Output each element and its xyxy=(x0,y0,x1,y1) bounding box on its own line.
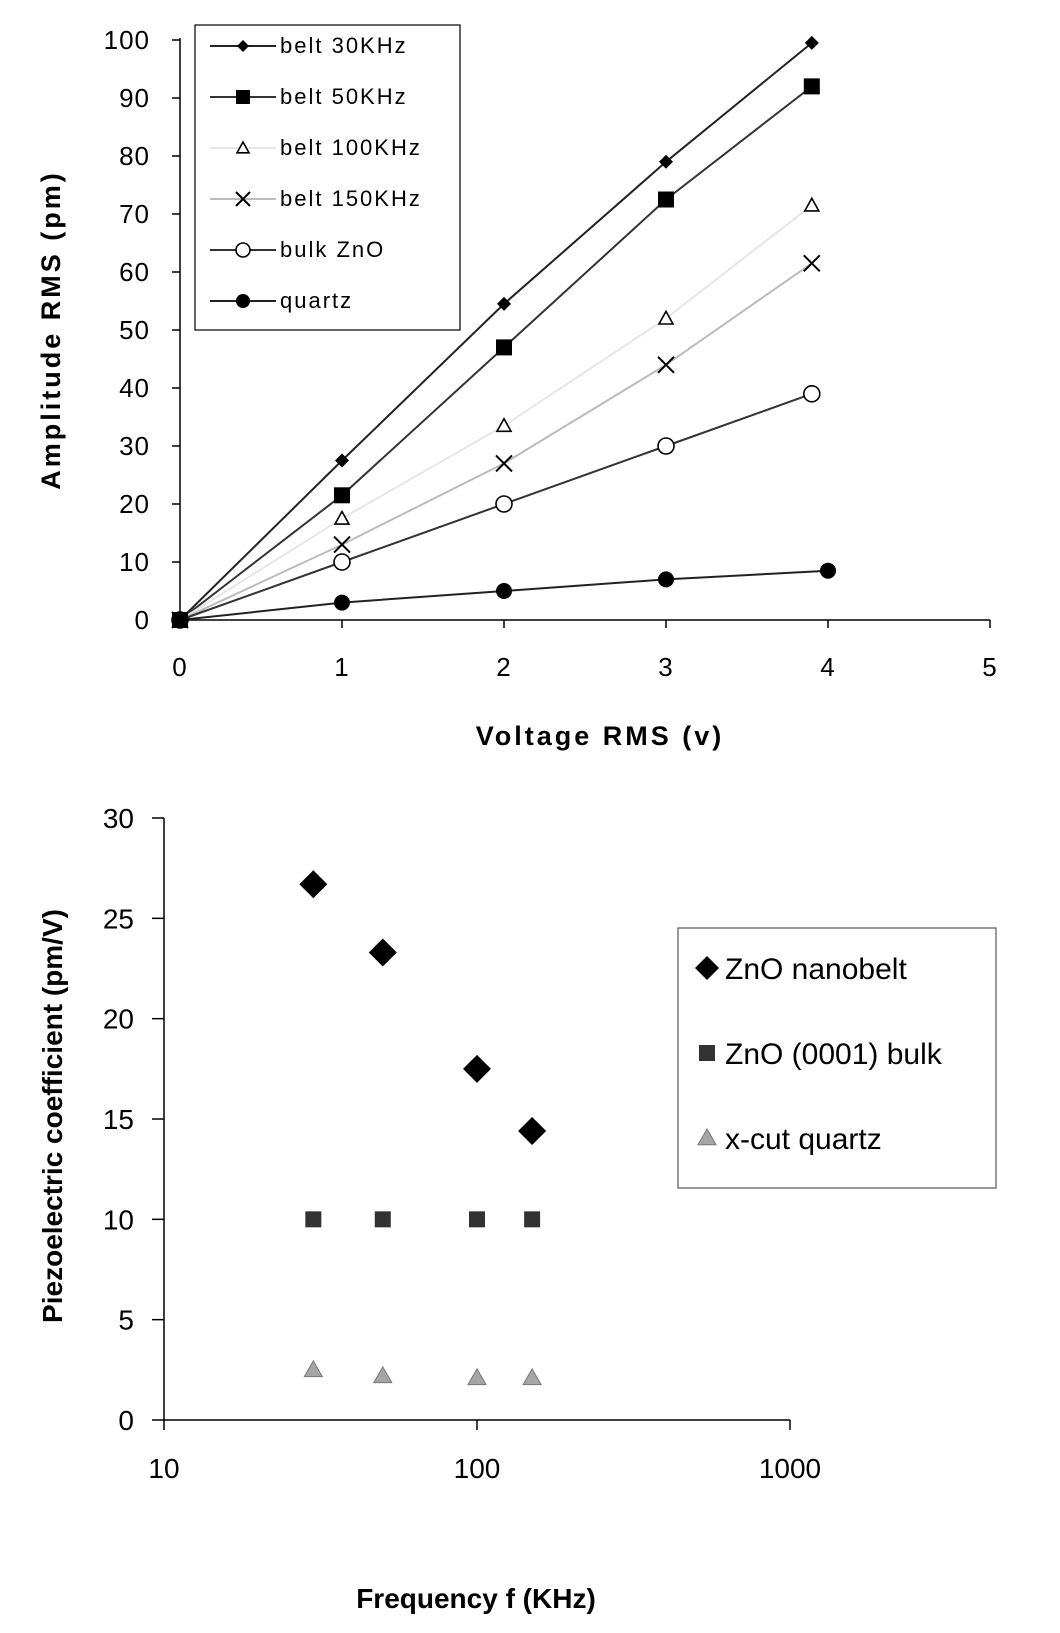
legend-label-belt-150khz: belt 150KHz xyxy=(280,186,422,211)
piezo-y-tick-label: 5 xyxy=(118,1305,134,1336)
piezo-axes: 0 5 10 15 20 25 30 10 100 1000 xyxy=(103,803,821,1484)
amplitude-x-tick-label: 3 xyxy=(658,652,673,682)
data-point-bulk-zno xyxy=(495,495,513,513)
piezo-x-tick-label: 10 xyxy=(148,1453,179,1484)
legend-marker-belt-30khz xyxy=(237,40,249,52)
amplitude-y-tick-label: 60 xyxy=(119,257,150,287)
piezo-legend-box xyxy=(677,927,997,1189)
data-point-belt-100khz xyxy=(333,509,351,525)
piezo-y-tick-label: 20 xyxy=(103,1004,134,1035)
data-point-belt-150khz xyxy=(657,356,675,374)
amplitude-y-tick-label: 70 xyxy=(119,199,150,229)
data-point-quartz xyxy=(496,583,512,599)
data-point-belt-30khz xyxy=(335,453,349,468)
data-point-belt-50khz xyxy=(803,78,820,95)
amplitude-y-tick-label: 90 xyxy=(119,83,150,113)
data-point-bulk-zno xyxy=(657,437,675,455)
data-point-zno-0001-bulk xyxy=(469,1211,485,1228)
data-point-quartz xyxy=(334,594,350,611)
legend-label-zno-0001-bulk: ZnO (0001) bulk xyxy=(725,1038,943,1071)
legend-label-quartz: quartz xyxy=(280,288,353,313)
data-point-zno-0001-bulk xyxy=(374,1211,391,1228)
data-point-belt-100khz xyxy=(803,196,821,212)
amplitude-series-markers xyxy=(171,35,836,629)
data-point-belt-150khz xyxy=(333,535,351,554)
amplitude-x-tick-label: 5 xyxy=(982,652,997,682)
legend-label-x-cut-quartz: x-cut quartz xyxy=(725,1123,882,1156)
amplitude-y-axis-label: Amplitude RMS (pm) xyxy=(36,170,66,489)
legend-marker-belt-50khz xyxy=(236,90,250,104)
legend-marker-belt-150khz xyxy=(235,191,251,207)
amplitude-legend-box xyxy=(194,24,461,331)
amplitude-x-tick-label: 1 xyxy=(334,652,349,682)
amplitude-x-tick-label: 2 xyxy=(496,652,511,682)
amplitude-legend: belt 30KHz belt 50KHz belt 100KHz belt 150K… xyxy=(194,24,461,331)
piezo-y-tick-label: 15 xyxy=(103,1104,134,1135)
data-point-x-cut-quartz xyxy=(467,1367,487,1386)
data-point-belt-150khz xyxy=(495,454,513,473)
amplitude-y-tick-label: 10 xyxy=(119,547,150,577)
piezo-y-axis-label: Piezoelectric coefficient (pm/V) xyxy=(37,909,68,1323)
data-point-x-cut-quartz xyxy=(303,1359,324,1378)
legend-marker-zno-0001-bulk xyxy=(699,1045,715,1061)
amplitude-y-tick-label: 0 xyxy=(135,605,150,635)
piezo-x-axis-label: Frequency f (KHz) xyxy=(356,1583,596,1614)
data-point-belt-50khz xyxy=(496,339,512,356)
data-point-belt-100khz xyxy=(495,417,513,433)
amplitude-x-tick-label: 0 xyxy=(172,652,187,682)
piezo-coefficient-chart: 0 5 10 15 20 25 30 10 100 1000 ZnO nanobelt ZnO (0… xyxy=(37,803,997,1614)
data-point-quartz xyxy=(172,612,188,628)
piezo-y-tick-label: 10 xyxy=(103,1204,134,1235)
data-point-zno-0001-bulk xyxy=(524,1211,541,1228)
legend-label-belt-50khz: belt 50KHz xyxy=(280,84,408,109)
data-point-belt-150khz xyxy=(803,254,821,273)
amplitude-axes: 0 10 20 30 40 50 60 70 80 90 100 0 1 2 3 4 5 xyxy=(104,25,997,682)
piezo-x-tick-label: 1000 xyxy=(759,1453,821,1484)
data-point-x-cut-quartz xyxy=(372,1365,393,1384)
legend-marker-quartz xyxy=(236,294,250,308)
piezo-y-tick-label: 0 xyxy=(118,1405,134,1436)
data-point-x-cut-quartz xyxy=(522,1367,542,1386)
amplitude-x-axis-label: Voltage RMS (v) xyxy=(476,721,725,751)
data-point-bulk-zno xyxy=(333,553,351,571)
data-point-zno-0001-bulk xyxy=(305,1211,322,1228)
legend-marker-x-cut-quartz xyxy=(697,1127,717,1146)
piezo-y-tick-label: 30 xyxy=(103,803,134,834)
piezo-legend: ZnO nanobelt ZnO (0001) bulk x-cut quartz xyxy=(677,927,997,1189)
legend-label-belt-100khz: belt 100KHz xyxy=(280,135,422,160)
data-point-zno-nanobelt xyxy=(463,1054,491,1083)
amplitude-x-tick-label: 4 xyxy=(820,652,835,682)
piezo-y-tick-label: 25 xyxy=(103,903,134,934)
piezo-series-markers xyxy=(299,870,547,1386)
piezo-x-tick-label: 100 xyxy=(454,1453,501,1484)
amplitude-y-tick-label: 20 xyxy=(119,489,150,519)
legend-marker-bulk-zno xyxy=(235,242,251,258)
amplitude-y-tick-label: 50 xyxy=(119,315,150,345)
legend-marker-zno-nanobelt xyxy=(695,956,719,980)
data-point-belt-50khz xyxy=(658,191,674,208)
data-point-bulk-zno xyxy=(802,384,821,403)
data-point-quartz xyxy=(820,562,836,579)
legend-label-bulk-zno: bulk ZnO xyxy=(280,237,385,262)
data-point-quartz xyxy=(658,571,674,588)
amplitude-y-tick-label: 80 xyxy=(119,141,150,171)
data-point-zno-nanobelt xyxy=(299,870,328,899)
amplitude-y-tick-label: 30 xyxy=(119,431,150,461)
data-point-belt-50khz xyxy=(334,487,350,504)
amplitude-y-tick-label: 40 xyxy=(119,373,150,403)
data-point-zno-nanobelt xyxy=(368,938,397,967)
legend-label-zno-nanobelt: ZnO nanobelt xyxy=(725,953,907,986)
data-point-zno-nanobelt xyxy=(518,1117,547,1146)
data-point-belt-30khz xyxy=(659,154,673,169)
amplitude-y-tick-label: 100 xyxy=(104,25,150,55)
data-point-belt-100khz xyxy=(657,309,675,325)
legend-marker-belt-100khz xyxy=(235,140,251,154)
data-point-belt-30khz xyxy=(497,296,511,311)
legend-label-belt-30khz: belt 30KHz xyxy=(280,33,408,58)
data-point-belt-30khz xyxy=(804,35,819,50)
